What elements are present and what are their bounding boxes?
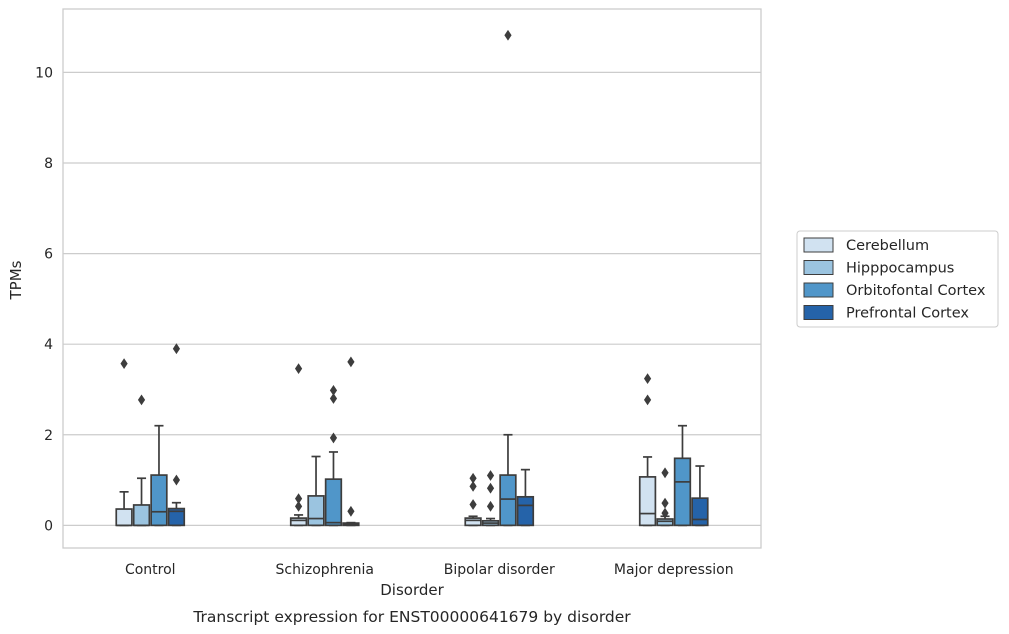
outlier-point <box>469 472 477 484</box>
box-body <box>150 474 168 527</box>
legend-swatch <box>803 237 834 253</box>
outlier-point <box>329 432 338 444</box>
outlier-point <box>661 507 669 519</box>
outlier-point <box>661 497 669 509</box>
legend-swatch <box>803 282 834 298</box>
outlier-point <box>294 500 303 512</box>
box-hipppocampus <box>656 467 674 527</box>
outlier-point <box>294 493 303 505</box>
y-tick-label: 8 <box>44 156 53 172</box>
box-body <box>132 504 151 527</box>
y-tick-label: 0 <box>44 518 53 534</box>
outlier-point <box>486 470 495 481</box>
box-body <box>656 518 674 527</box>
box-hipppocampus <box>132 394 151 527</box>
box-orbitofontal-cortex <box>499 29 517 527</box>
outlier-point <box>172 343 181 355</box>
box-prefrontal-cortex <box>516 468 535 527</box>
outlier-point <box>347 505 355 517</box>
outlier-point <box>643 394 652 406</box>
box-orbitofontal-cortex <box>324 384 343 527</box>
outlier-point <box>469 481 477 492</box>
box-hipppocampus <box>307 455 325 527</box>
legend-label: Hipppocampus <box>846 261 954 277</box>
x-axis-label: Disorder <box>380 581 444 599</box>
box-body <box>499 474 517 527</box>
outlier-point <box>643 373 652 384</box>
legend: Cerebellum Hipppocampus Orbitofontal Corte… <box>796 230 999 328</box>
legend-label: Cerebellum <box>846 238 929 254</box>
outlier-point <box>329 393 338 404</box>
box-cerebellum <box>638 373 657 527</box>
box-body <box>464 517 482 527</box>
box-prefrontal-cortex <box>691 465 709 527</box>
box-body <box>516 495 535 527</box>
box-cerebellum <box>464 472 482 527</box>
x-tick-label: Schizophrenia <box>276 562 374 578</box>
y-tick-label: 2 <box>44 428 53 444</box>
x-tick-label: Bipolar disorder <box>444 562 555 578</box>
box-body <box>638 476 657 527</box>
box-prefrontal-cortex <box>167 343 186 527</box>
box-orbitofontal-cortex <box>673 424 692 527</box>
box-cerebellum <box>115 358 133 527</box>
box-cerebellum <box>289 363 308 527</box>
legend-items: Cerebellum Hipppocampus Orbitofontal Corte… <box>803 237 986 322</box>
y-tick-label: 6 <box>44 247 53 263</box>
box-prefrontal-cortex <box>342 356 360 527</box>
outlier-point <box>137 394 146 406</box>
outlier-point <box>347 356 355 368</box>
legend-swatch <box>803 305 834 320</box>
outlier-point <box>172 474 181 486</box>
outlier-point <box>469 499 477 510</box>
legend-label: Prefrontal Cortex <box>846 306 969 322</box>
chart-caption: Transcript expression for ENST0000064167… <box>192 608 631 626</box>
box-layer <box>115 29 709 527</box>
outlier-point <box>661 467 669 479</box>
outlier-point <box>504 29 512 41</box>
y-tick-label: 10 <box>35 65 53 81</box>
plot-area-frame <box>62 8 762 549</box>
box-body <box>289 517 308 527</box>
box-hipppocampus <box>481 470 500 527</box>
legend-label: Orbitofontal Cortex <box>846 283 986 299</box>
outlier-point <box>486 482 495 494</box>
outlier-point <box>329 384 338 396</box>
outlier-point <box>486 500 495 512</box>
box-orbitofontal-cortex <box>150 424 168 527</box>
y-tick-label: 4 <box>44 337 53 353</box>
box-body <box>167 507 186 527</box>
box-body <box>307 495 325 527</box>
y-axis-ticks: 0 2 4 6 8 10 <box>35 65 53 534</box>
x-axis-ticks: Control Schizophrenia Bipolar disorder Majo… <box>125 562 734 578</box>
y-axis-label: TPMs <box>7 260 25 300</box>
box-body <box>691 497 709 527</box>
box-body <box>673 457 692 527</box>
x-tick-label: Major depression <box>614 562 734 578</box>
legend-frame <box>796 230 999 328</box>
box-body <box>115 508 133 527</box>
outlier-point <box>120 358 128 370</box>
box-body <box>324 478 343 527</box>
legend-swatch <box>803 260 834 275</box>
outlier-point <box>294 363 303 375</box>
x-tick-label: Control <box>125 562 176 578</box>
